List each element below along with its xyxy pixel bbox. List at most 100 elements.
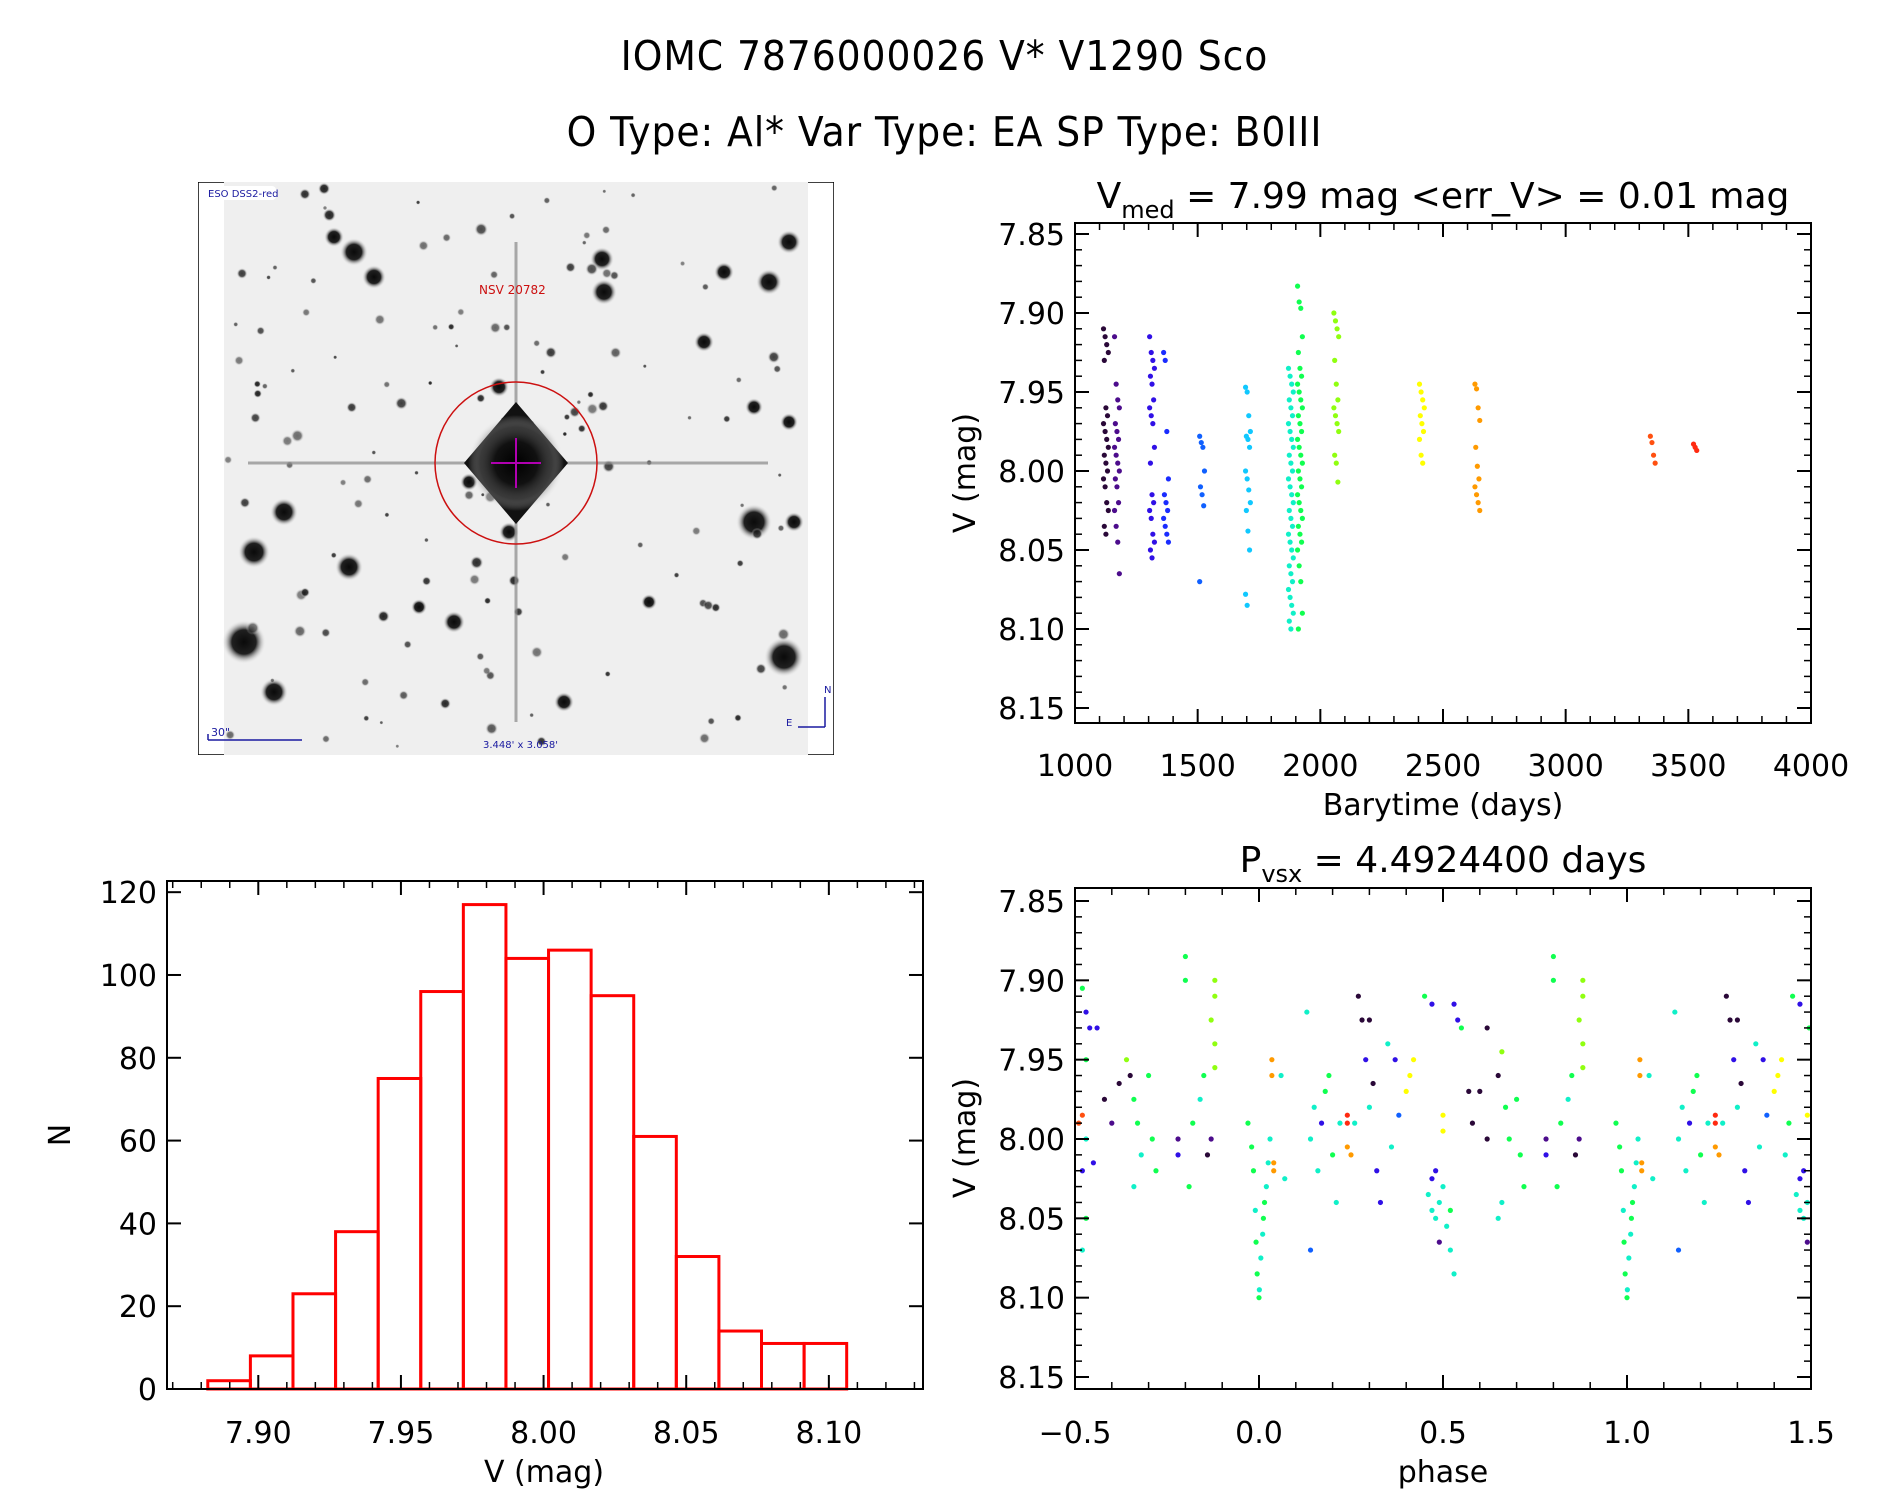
light-curve-point	[1161, 349, 1167, 356]
light-curve-point	[1147, 373, 1154, 379]
star	[476, 393, 486, 403]
phase-curve-point	[1245, 1120, 1251, 1126]
phase-curve-point	[1359, 1017, 1365, 1023]
light-curve-point	[1418, 452, 1424, 458]
star	[586, 402, 599, 416]
light-curve-point	[1286, 507, 1292, 514]
phase-curve-point	[1304, 1009, 1310, 1015]
phase-curve-point	[1731, 1057, 1737, 1063]
star	[270, 498, 298, 526]
light-curve-point	[1289, 468, 1296, 474]
phase-curve-point	[1261, 1199, 1268, 1206]
light-curve-point	[1165, 539, 1172, 545]
phase-curve-point	[1260, 1231, 1266, 1237]
light-curve-point	[1242, 468, 1249, 474]
histogram-bar	[760, 1341, 806, 1391]
light-curve-point	[1298, 373, 1305, 379]
light-curve-point	[1199, 492, 1205, 498]
phase-curve-point	[1433, 1215, 1439, 1221]
light-curve-point	[1420, 428, 1427, 435]
star	[581, 240, 587, 246]
light-curve-point	[1101, 523, 1107, 529]
light-curve-point	[1101, 357, 1107, 363]
star	[601, 267, 613, 279]
phase-curve-point	[1263, 1184, 1269, 1190]
light-curve-point	[1299, 405, 1305, 411]
phase-curve-point	[1797, 1176, 1803, 1182]
star	[585, 262, 599, 276]
star	[694, 332, 714, 352]
phase-curve-xtick-label: 1.0	[1603, 1416, 1651, 1451]
star	[322, 208, 337, 222]
light-curve-point	[1147, 334, 1153, 340]
light-curve-point	[1420, 397, 1426, 403]
star	[773, 364, 782, 374]
phase-curve-point	[1672, 1009, 1678, 1015]
phase-curve-point	[1679, 1104, 1685, 1110]
star	[317, 182, 331, 195]
light-curve-point	[1418, 389, 1424, 395]
phase-curve-point	[1701, 1199, 1707, 1206]
histogram-ytick-label: 0	[138, 1373, 157, 1408]
phase-curve-point	[1385, 1041, 1391, 1047]
light-curve-point	[1242, 591, 1249, 597]
star	[562, 431, 568, 437]
star	[736, 504, 772, 540]
phase-curve-point	[1628, 1215, 1635, 1221]
phase-curve-point	[1422, 993, 1428, 999]
light-curve-title: Vmed = 7.99 mag <err_V> = 0.01 mag	[1097, 176, 1790, 224]
phase-curve-ytick-label: 8.05	[998, 1202, 1065, 1237]
phase-curve-point	[1499, 1199, 1505, 1206]
light-curve-point	[1243, 507, 1249, 514]
light-curve-point	[1149, 492, 1155, 498]
phase-curve-point	[1801, 1168, 1807, 1174]
star	[560, 552, 570, 562]
phase-curve-point	[1451, 1271, 1457, 1277]
light-curve-point	[1294, 492, 1301, 498]
light-curve-point	[1296, 299, 1302, 305]
light-curve-point	[1163, 500, 1169, 506]
phase-curve-point	[1451, 1001, 1457, 1007]
phase-curve-point	[1252, 1207, 1258, 1213]
phase-curve-ytick-label: 8.00	[998, 1123, 1065, 1158]
light-curve-point	[1299, 610, 1305, 616]
phase-curve-point	[1628, 1231, 1634, 1237]
star	[394, 396, 408, 410]
light-curve-point	[1290, 444, 1296, 450]
star	[764, 637, 804, 677]
phase-curve-point	[1377, 1199, 1384, 1206]
star	[321, 734, 331, 744]
star	[582, 231, 591, 240]
phase-curve-point	[1307, 1247, 1314, 1253]
phase-curve-point	[1249, 1144, 1255, 1150]
star	[266, 274, 272, 280]
light-curve-point	[1162, 357, 1168, 363]
light-curve-point	[1113, 381, 1119, 387]
light-curve-point	[1151, 444, 1158, 450]
star	[545, 501, 551, 508]
star	[679, 260, 686, 267]
star	[777, 472, 782, 478]
phase-curve-point	[1149, 1136, 1155, 1142]
star	[468, 573, 481, 586]
phase-curve-point	[1204, 1152, 1211, 1158]
star	[223, 455, 233, 465]
phase-curve-point	[1554, 1184, 1560, 1190]
star	[777, 524, 785, 532]
phase-curve-point	[1639, 1168, 1645, 1174]
phase-curve-xtick-label: 1.5	[1787, 1416, 1835, 1451]
light-curve-point	[1111, 334, 1118, 340]
phase-curve-point	[1258, 1255, 1264, 1261]
phase-curve-point	[1322, 1088, 1328, 1094]
light-curve-point	[1161, 492, 1168, 498]
phase-curve-point	[1626, 1255, 1632, 1261]
star	[253, 389, 263, 398]
light-curve-point	[1421, 405, 1427, 411]
phase-curve-point	[1760, 1057, 1766, 1063]
phase-curve-point	[1797, 1207, 1803, 1213]
phase-curve-point	[1650, 1176, 1656, 1182]
light-curve-point	[1285, 365, 1292, 371]
phase-curve-points	[1076, 953, 1812, 1301]
histogram-bar	[674, 1255, 721, 1391]
light-curve-point	[1647, 433, 1653, 439]
